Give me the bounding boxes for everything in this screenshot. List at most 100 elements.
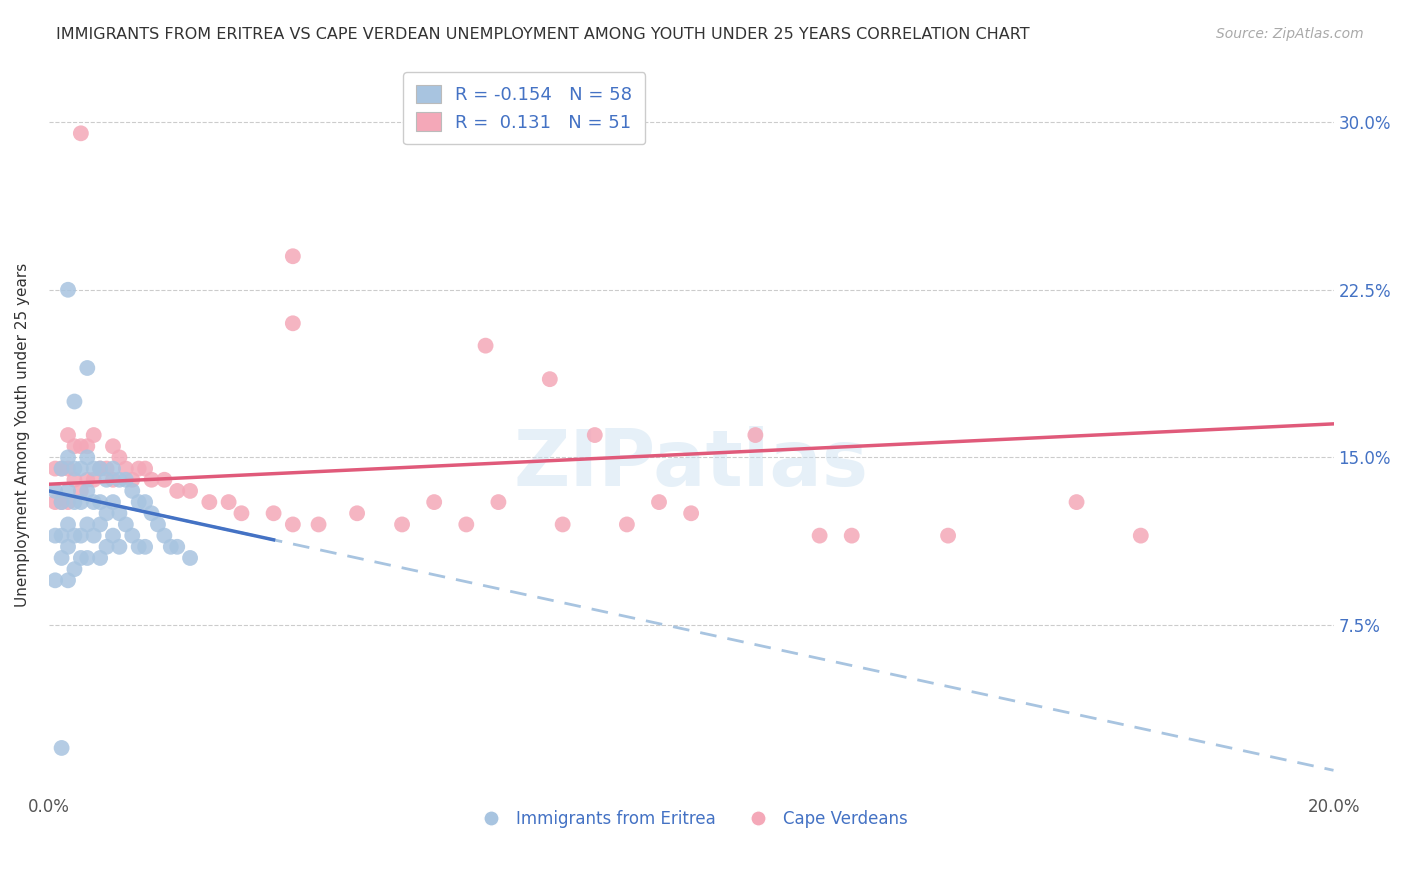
Point: [166, 483, 188, 498]
Point: [841, 528, 863, 542]
Point: [56, 450, 79, 465]
Point: [231, 506, 253, 520]
Point: [134, 461, 156, 475]
Point: [134, 540, 156, 554]
Point: [89, 461, 111, 475]
Point: [551, 517, 574, 532]
Point: [89, 461, 111, 475]
Point: [51, 495, 73, 509]
Point: [108, 506, 131, 520]
Point: [83, 428, 105, 442]
Point: [474, 338, 496, 352]
Point: [63, 473, 86, 487]
Point: [63, 495, 86, 509]
Point: [423, 495, 446, 509]
Point: [51, 495, 73, 509]
Point: [44, 528, 66, 542]
Point: [83, 528, 105, 542]
Point: [114, 473, 136, 487]
Point: [616, 517, 638, 532]
Point: [121, 473, 143, 487]
Text: ZIPatlas: ZIPatlas: [513, 425, 869, 501]
Text: IMMIGRANTS FROM ERITREA VS CAPE VERDEAN UNEMPLOYMENT AMONG YOUTH UNDER 25 YEARS : IMMIGRANTS FROM ERITREA VS CAPE VERDEAN …: [56, 27, 1029, 42]
Point: [391, 517, 413, 532]
Point: [101, 439, 124, 453]
Point: [456, 517, 478, 532]
Point: [56, 540, 79, 554]
Point: [51, 461, 73, 475]
Point: [96, 461, 118, 475]
Point: [153, 473, 176, 487]
Point: [56, 495, 79, 509]
Legend: Immigrants from Eritrea, Cape Verdeans: Immigrants from Eritrea, Cape Verdeans: [468, 803, 914, 834]
Point: [76, 439, 98, 453]
Point: [76, 483, 98, 498]
Point: [70, 483, 93, 498]
Point: [128, 495, 150, 509]
Point: [63, 394, 86, 409]
Y-axis label: Unemployment Among Youth under 25 years: Unemployment Among Youth under 25 years: [15, 263, 30, 607]
Point: [44, 483, 66, 498]
Point: [936, 528, 959, 542]
Point: [56, 517, 79, 532]
Point: [76, 517, 98, 532]
Point: [744, 428, 766, 442]
Point: [166, 540, 188, 554]
Point: [101, 473, 124, 487]
Point: [96, 506, 118, 520]
Point: [114, 517, 136, 532]
Point: [56, 428, 79, 442]
Point: [83, 461, 105, 475]
Point: [179, 483, 201, 498]
Point: [56, 283, 79, 297]
Point: [101, 495, 124, 509]
Point: [808, 528, 831, 542]
Point: [121, 483, 143, 498]
Point: [108, 540, 131, 554]
Point: [89, 517, 111, 532]
Point: [83, 495, 105, 509]
Point: [108, 450, 131, 465]
Point: [51, 528, 73, 542]
Point: [146, 517, 169, 532]
Point: [70, 461, 93, 475]
Point: [346, 506, 368, 520]
Point: [281, 316, 304, 330]
Point: [681, 506, 703, 520]
Point: [263, 506, 285, 520]
Point: [96, 473, 118, 487]
Point: [141, 506, 163, 520]
Point: [70, 495, 93, 509]
Point: [56, 574, 79, 588]
Point: [538, 372, 561, 386]
Point: [101, 528, 124, 542]
Point: [583, 428, 606, 442]
Text: Source: ZipAtlas.com: Source: ZipAtlas.com: [1216, 27, 1364, 41]
Point: [108, 473, 131, 487]
Point: [101, 461, 124, 475]
Point: [63, 528, 86, 542]
Point: [70, 551, 93, 566]
Point: [51, 741, 73, 756]
Point: [76, 450, 98, 465]
Point: [56, 461, 79, 475]
Point: [141, 473, 163, 487]
Point: [51, 461, 73, 475]
Point: [134, 495, 156, 509]
Point: [70, 439, 93, 453]
Point: [63, 461, 86, 475]
Point: [179, 551, 201, 566]
Point: [281, 517, 304, 532]
Point: [128, 461, 150, 475]
Point: [56, 483, 79, 498]
Point: [89, 495, 111, 509]
Point: [63, 562, 86, 576]
Point: [76, 473, 98, 487]
Point: [70, 528, 93, 542]
Point: [83, 473, 105, 487]
Point: [44, 574, 66, 588]
Point: [44, 495, 66, 509]
Point: [44, 461, 66, 475]
Point: [51, 551, 73, 566]
Point: [198, 495, 221, 509]
